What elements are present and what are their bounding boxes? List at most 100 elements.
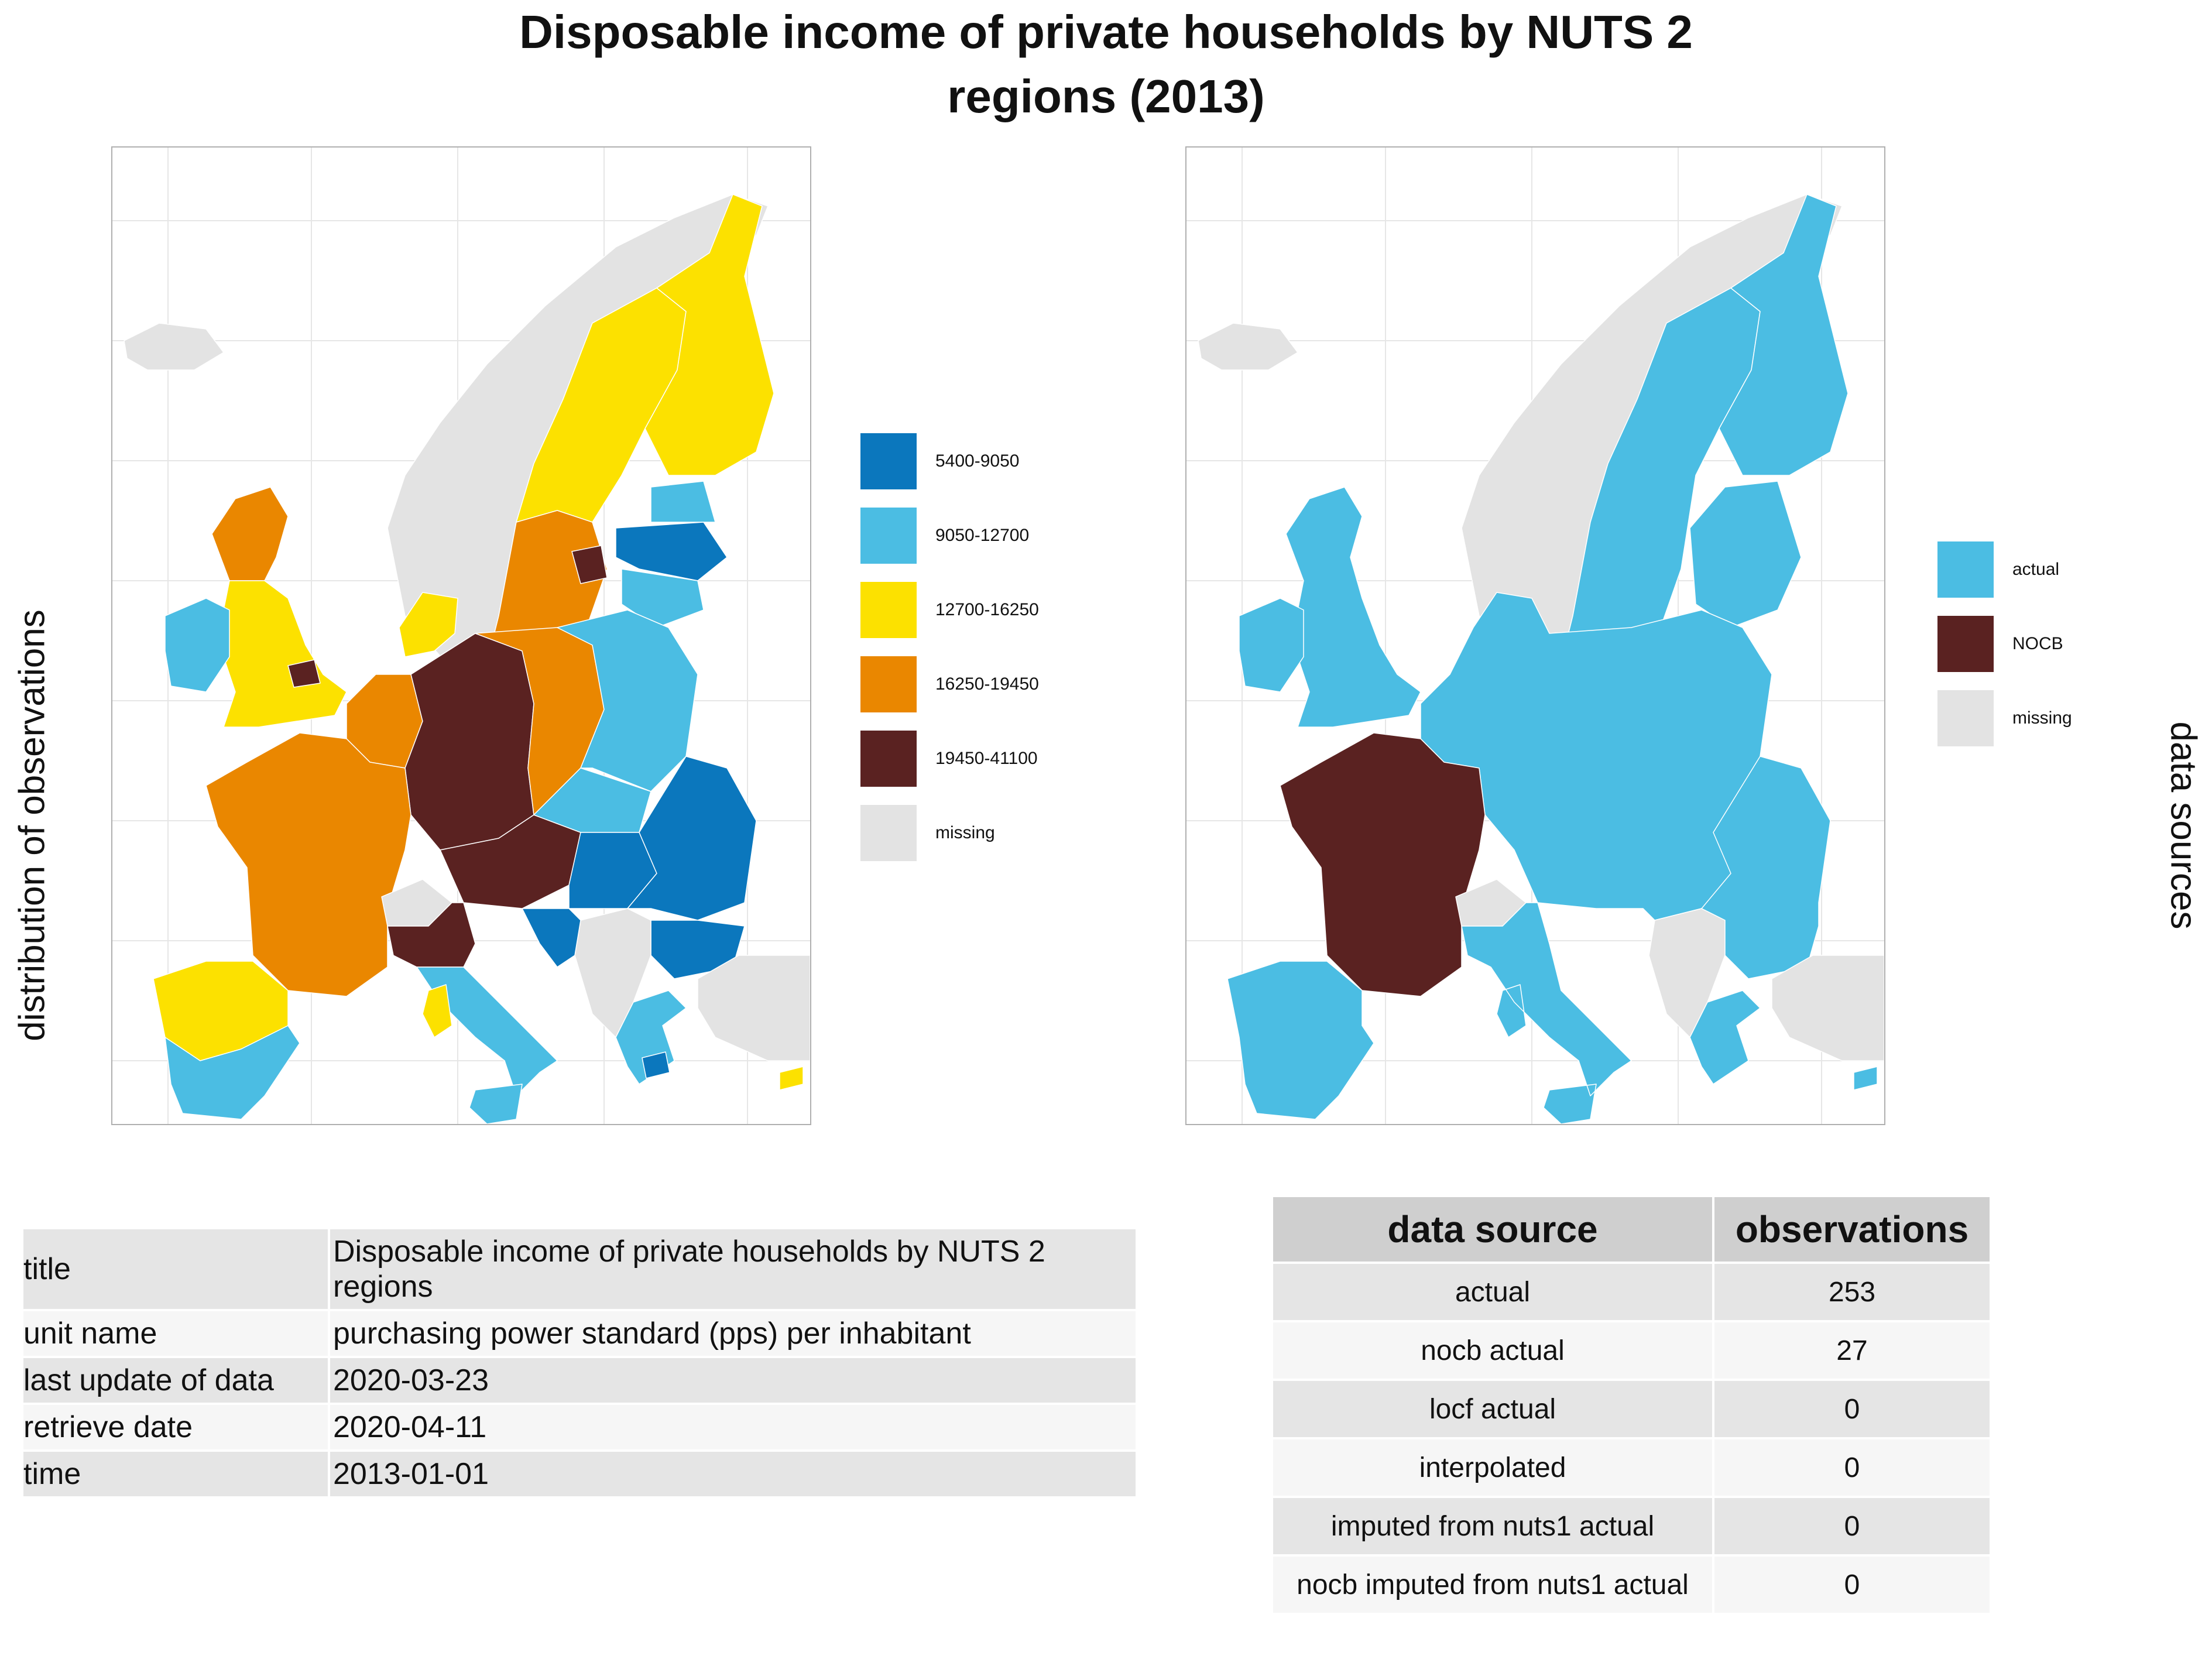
source-region-france — [1280, 732, 1486, 997]
chart-title: Disposable income of private households … — [0, 0, 2212, 129]
metadata-value: 2020-03-23 — [328, 1358, 1136, 1405]
metadata-key: title — [23, 1229, 328, 1311]
income-legend-label: 12700-16250 — [935, 600, 1039, 619]
source-name-cell: nocb imputed from nuts1 actual — [1273, 1554, 1712, 1613]
source-count-cell: 27 — [1712, 1320, 1990, 1379]
source-region-british-isles — [1285, 486, 1421, 728]
income-region-lithuania — [621, 568, 704, 628]
source-legend-swatch — [1937, 541, 1994, 598]
income-region-germany-west — [404, 633, 534, 851]
metadata-value: 2020-04-11 — [328, 1405, 1136, 1452]
income-region-iceland — [124, 323, 224, 371]
source-region-iberia — [1227, 961, 1374, 1120]
income-region-italy-south — [416, 966, 558, 1096]
source-region-baltics — [1689, 481, 1802, 628]
income-region-france — [205, 732, 411, 997]
metadata-key: retrieve date — [23, 1405, 328, 1452]
income-region-croatia — [522, 908, 581, 968]
income-region-london — [287, 659, 321, 688]
income-region-turkey — [697, 955, 810, 1061]
income-region-romania — [627, 756, 757, 921]
income-map-panel — [111, 146, 811, 1125]
source-row: actual 253 — [1273, 1262, 1990, 1320]
source-row: locf actual 0 — [1273, 1379, 1990, 1437]
metadata-key: last update of data — [23, 1358, 328, 1405]
income-region-estonia — [650, 481, 716, 523]
metadata-row: retrieve date 2020-04-11 — [23, 1405, 1136, 1452]
metadata-row: unit name purchasing power standard (pps)… — [23, 1311, 1136, 1358]
income-legend-label: missing — [935, 823, 995, 842]
source-legend-label: actual — [2012, 560, 2060, 579]
income-legend-swatch — [860, 731, 917, 787]
source-region-italy — [1461, 902, 1632, 1124]
source-legend-label: missing — [2012, 708, 2072, 728]
income-region-sicily — [469, 1084, 523, 1124]
source-name-cell: nocb actual — [1273, 1320, 1712, 1379]
metadata-key: unit name — [23, 1311, 328, 1358]
source-name-cell: imputed from nuts1 actual — [1273, 1496, 1712, 1554]
source-map-panel — [1185, 146, 1885, 1125]
source-count-cell: 0 — [1712, 1437, 1990, 1496]
source-name-cell: actual — [1273, 1262, 1712, 1320]
income-region-cyprus — [779, 1066, 804, 1091]
right-axis-label: data sources — [2163, 721, 2204, 930]
source-legend-swatch — [1937, 690, 1994, 746]
source-count-cell: 0 — [1712, 1379, 1990, 1437]
income-region-czechia — [533, 767, 651, 833]
source-region-turkey — [1771, 955, 1884, 1061]
source-row: nocb imputed from nuts1 actual 0 — [1273, 1554, 1990, 1613]
income-region-finland — [644, 194, 774, 476]
income-legend-swatch — [860, 805, 917, 861]
source-map — [1186, 148, 1884, 1124]
source-region-greece — [1689, 990, 1761, 1085]
income-legend-swatch — [860, 433, 917, 489]
metadata-value: Disposable income of private households … — [328, 1229, 1136, 1311]
source-region-finland — [1719, 194, 1849, 476]
title-line-1: Disposable income of private households … — [519, 6, 1693, 58]
metadata-value: 2013-01-01 — [328, 1452, 1136, 1499]
header-data-source: data source — [1273, 1197, 1712, 1262]
source-count-cell: 253 — [1712, 1262, 1990, 1320]
source-row: imputed from nuts1 actual 0 — [1273, 1496, 1990, 1554]
income-legend-label: 19450-41100 — [935, 749, 1038, 768]
income-legend-label: 16250-19450 — [935, 674, 1039, 694]
source-count-cell: 0 — [1712, 1554, 1990, 1613]
metadata-row: title Disposable income of private househ… — [23, 1229, 1136, 1311]
source-name-cell: locf actual — [1273, 1379, 1712, 1437]
metadata-key: time — [23, 1452, 328, 1499]
source-region-iceland — [1198, 323, 1298, 371]
source-legend-label: NOCB — [2012, 634, 2063, 653]
income-region-stockholm — [571, 545, 608, 584]
income-legend-label: 9050-12700 — [935, 526, 1030, 545]
income-region-sardinia — [422, 984, 452, 1038]
left-axis-label: distribution of observations — [12, 609, 53, 1041]
income-legend-swatch — [860, 656, 917, 712]
metadata-row: last update of data 2020-03-23 — [23, 1358, 1136, 1405]
income-region-greece — [615, 990, 687, 1085]
source-count-cell: 0 — [1712, 1496, 1990, 1554]
income-region-denmark — [399, 592, 458, 657]
income-map — [112, 148, 810, 1124]
metadata-value: purchasing power standard (pps) per inha… — [328, 1311, 1136, 1358]
income-region-italy-north — [387, 902, 476, 968]
income-region-attica — [642, 1051, 670, 1079]
source-regions — [1198, 194, 1884, 1124]
income-legend-swatch — [860, 582, 917, 638]
income-region-ireland — [164, 598, 230, 693]
income-legend-label: 5400-9050 — [935, 451, 1020, 471]
metadata-row: time 2013-01-01 — [23, 1452, 1136, 1499]
source-row: interpolated 0 — [1273, 1437, 1990, 1496]
source-region-cyprus — [1853, 1066, 1878, 1091]
title-line-2: regions (2013) — [947, 70, 1265, 122]
income-region-england — [217, 580, 347, 728]
income-regions — [124, 194, 810, 1124]
source-region-ireland — [1239, 598, 1304, 693]
metadata-table: title Disposable income of private househ… — [23, 1229, 1136, 1499]
income-region-scotland — [211, 486, 289, 581]
source-row: nocb actual 27 — [1273, 1320, 1990, 1379]
data-source-table: data source observations actual 253 nocb a… — [1273, 1197, 1990, 1613]
income-legend-swatch — [860, 508, 917, 564]
income-region-spain — [164, 1025, 300, 1120]
source-legend-swatch — [1937, 616, 1994, 672]
source-name-cell: interpolated — [1273, 1437, 1712, 1496]
